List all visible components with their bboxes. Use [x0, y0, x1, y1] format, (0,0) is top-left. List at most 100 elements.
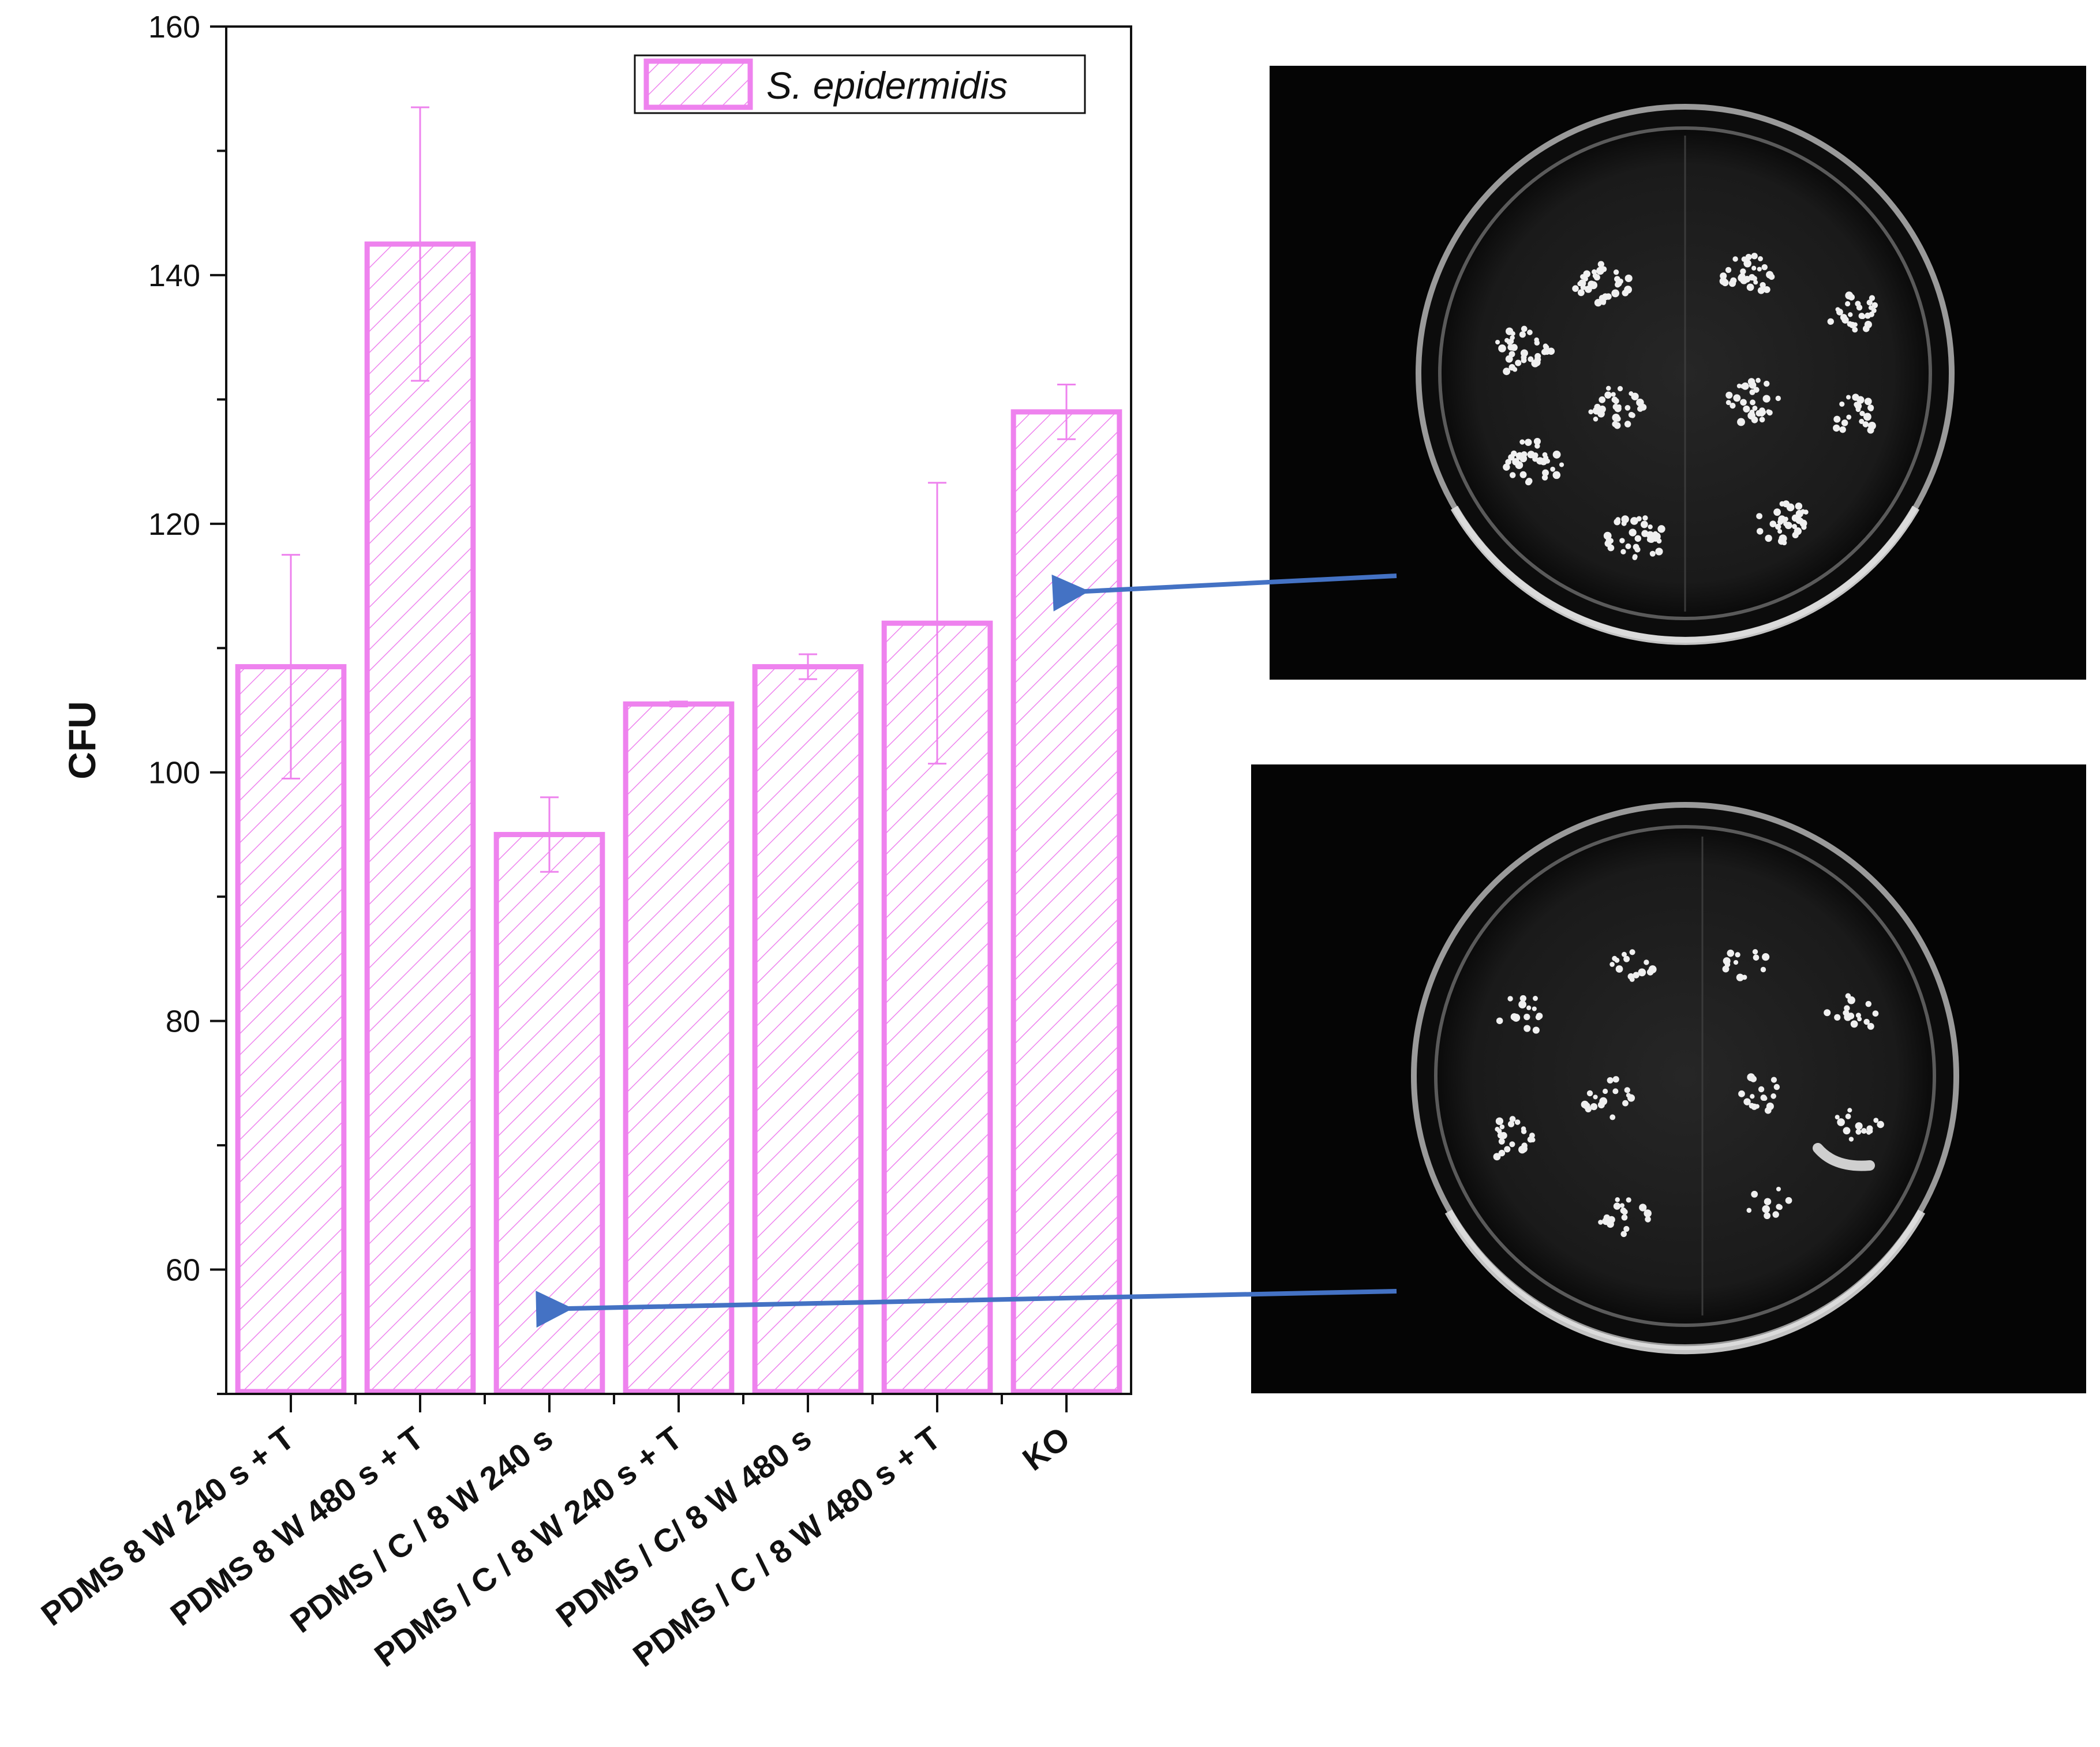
colony	[1620, 1231, 1627, 1238]
colony	[1877, 1120, 1884, 1129]
colony	[1632, 555, 1638, 560]
colony-spots	[1495, 253, 1878, 560]
colony	[1856, 304, 1863, 311]
colony	[1657, 525, 1665, 533]
colony	[1626, 1093, 1631, 1098]
colony	[1594, 403, 1601, 411]
colony	[1738, 1090, 1745, 1097]
colony	[1509, 472, 1516, 478]
colony	[1725, 267, 1732, 273]
colony	[1519, 471, 1527, 478]
colony	[1495, 1127, 1500, 1132]
colony	[1612, 413, 1620, 422]
colony	[1773, 1084, 1780, 1090]
colony	[1871, 302, 1878, 309]
colony	[1550, 466, 1555, 472]
colony	[1839, 426, 1846, 433]
colony	[1604, 534, 1609, 539]
colony	[1784, 522, 1792, 530]
colony	[1585, 1105, 1592, 1113]
colony	[1580, 284, 1586, 290]
lower-petri-dish-photo	[1251, 764, 2086, 1393]
colony	[1629, 949, 1635, 955]
x-tick-label: KO	[1016, 1419, 1076, 1478]
colony	[1756, 513, 1762, 520]
colony	[1869, 295, 1876, 301]
colony	[1521, 1142, 1528, 1149]
colony	[1743, 1098, 1751, 1105]
colony	[1763, 286, 1770, 293]
colony	[1756, 528, 1764, 535]
colony	[1534, 443, 1540, 449]
colony	[1730, 402, 1736, 409]
legend-label: S. epidermidis	[766, 64, 1008, 107]
colony	[1634, 535, 1642, 542]
y-axis: 60 80 100 120 140 160	[148, 10, 226, 1395]
colony	[1514, 1119, 1521, 1125]
error-bar	[540, 796, 559, 873]
colony	[1626, 1197, 1631, 1203]
y-tick-label: 100	[148, 756, 200, 790]
colony	[1755, 377, 1761, 383]
colony	[1741, 256, 1747, 263]
colony	[1749, 389, 1755, 395]
colony	[1498, 1149, 1506, 1157]
colony	[1773, 508, 1781, 516]
colony	[1852, 393, 1859, 401]
legend-swatch	[643, 58, 753, 110]
colony	[1532, 1006, 1537, 1011]
colony	[1593, 417, 1599, 422]
colony	[1607, 1220, 1614, 1228]
colony	[1629, 976, 1635, 982]
colony	[1534, 358, 1539, 363]
colony	[1863, 413, 1871, 421]
colony	[1766, 410, 1773, 416]
colony	[1605, 385, 1611, 391]
colony	[1526, 1005, 1532, 1010]
colony	[1762, 953, 1770, 961]
colony	[1872, 1010, 1879, 1017]
colony	[1779, 501, 1785, 507]
colony	[1503, 368, 1511, 376]
dish-rim-highlight	[1444, 1209, 1926, 1355]
colony	[1852, 322, 1858, 327]
y-tick-label: 60	[166, 1253, 200, 1288]
colony	[1760, 282, 1766, 288]
y-tick-label: 160	[148, 10, 200, 44]
colony	[1648, 524, 1653, 530]
colony	[1765, 534, 1772, 542]
colony	[1601, 299, 1606, 305]
colony	[1758, 256, 1763, 261]
colony	[1847, 1108, 1852, 1113]
colony	[1761, 264, 1768, 271]
colony	[1633, 972, 1639, 979]
colony	[1639, 404, 1647, 411]
colony	[1836, 308, 1843, 316]
colony	[1800, 509, 1806, 514]
error-bars	[282, 106, 1076, 873]
colony	[1615, 280, 1622, 287]
colony	[1864, 398, 1872, 406]
colony	[1785, 1197, 1792, 1204]
colony	[1845, 993, 1851, 999]
colony	[1521, 1129, 1527, 1134]
colony	[1735, 952, 1740, 958]
colony	[1592, 273, 1599, 279]
colony	[1614, 518, 1621, 526]
colony	[1613, 1202, 1621, 1210]
colony	[1847, 1013, 1855, 1019]
colony	[1655, 548, 1663, 556]
colony	[1609, 1114, 1616, 1120]
colony	[1507, 1120, 1515, 1127]
colony	[1583, 270, 1590, 278]
colony	[1867, 426, 1874, 434]
colony	[1603, 1214, 1611, 1221]
colony	[1525, 438, 1532, 446]
colony	[1762, 1096, 1768, 1101]
colony	[1855, 1122, 1863, 1130]
error-bar	[928, 482, 946, 765]
colony	[1746, 1208, 1752, 1213]
y-tick-label: 140	[148, 258, 200, 293]
colony	[1603, 1088, 1608, 1094]
colony	[1868, 305, 1874, 310]
